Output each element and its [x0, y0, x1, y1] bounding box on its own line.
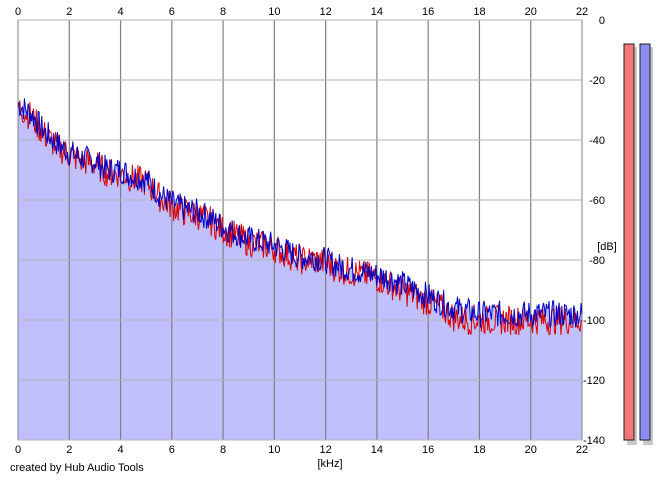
y-tick-label: -60 [589, 195, 605, 207]
x-tick-label: 10 [268, 444, 280, 456]
series-line-blue [17, 98, 583, 328]
x-tick-label-top: 10 [268, 6, 280, 18]
x-tick-label-top: 18 [473, 6, 485, 18]
level-meter [623, 43, 635, 441]
x-tick-label-top: 6 [169, 6, 175, 18]
series-line-red [17, 100, 583, 336]
credit-text: created by Hub Audio Tools [10, 462, 144, 474]
level-meter [639, 43, 651, 441]
x-tick-label-top: 4 [117, 6, 123, 18]
x-tick-label-top: 2 [66, 6, 72, 18]
x-tick-label-top: 0 [15, 6, 21, 18]
x-axis-label: [kHz] [317, 458, 342, 470]
x-tick-label: 14 [371, 444, 383, 456]
x-tick-label: 8 [220, 444, 226, 456]
x-tick-label-top: 14 [371, 6, 383, 18]
x-tick-label-top: 12 [320, 6, 332, 18]
x-tick-label: 18 [473, 444, 485, 456]
x-tick-label: 4 [117, 444, 123, 456]
x-tick-label-top: 16 [422, 6, 434, 18]
y-tick-label: -80 [589, 255, 605, 267]
y-tick-label: -40 [589, 135, 605, 147]
x-tick-label: 0 [15, 444, 21, 456]
spectrum-fill [18, 98, 582, 441]
y-tick-label: -100 [583, 315, 605, 327]
y-tick-label: -140 [583, 435, 605, 447]
x-tick-label: 6 [169, 444, 175, 456]
x-tick-label: 2 [66, 444, 72, 456]
x-tick-label: 12 [320, 444, 332, 456]
x-tick-label: 22 [576, 444, 588, 456]
y-axis-label: [dB] [597, 241, 617, 253]
x-tick-label: 20 [525, 444, 537, 456]
x-tick-label-top: 22 [576, 6, 588, 18]
x-tick-label-top: 8 [220, 6, 226, 18]
x-tick-label-top: 20 [525, 6, 537, 18]
y-tick-label: -20 [589, 75, 605, 87]
x-tick-label: 16 [422, 444, 434, 456]
y-tick-label: 0 [599, 15, 605, 27]
y-tick-label: -120 [583, 375, 605, 387]
